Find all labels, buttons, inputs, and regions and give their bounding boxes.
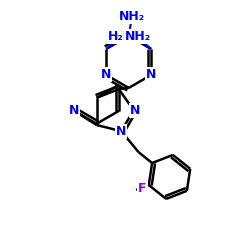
Text: F: F	[138, 182, 146, 195]
Text: NH₂: NH₂	[125, 30, 151, 43]
Text: H₂N: H₂N	[108, 30, 134, 43]
Text: N: N	[101, 68, 112, 82]
Text: N: N	[116, 125, 126, 138]
Text: N: N	[146, 68, 156, 82]
Text: N: N	[69, 104, 79, 117]
Text: NH₂: NH₂	[119, 10, 146, 23]
Text: N: N	[130, 104, 140, 117]
